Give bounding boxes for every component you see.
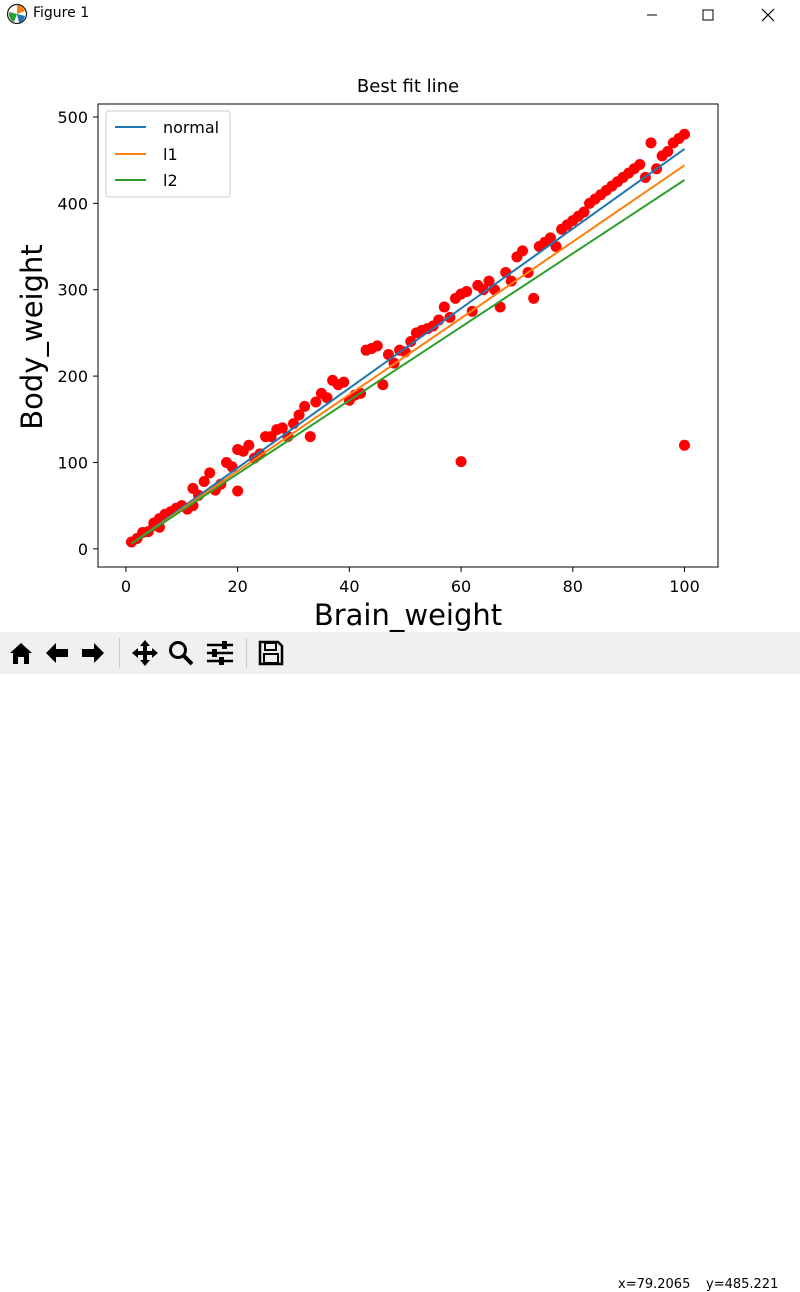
figure-canvas[interactable]: Best fit line 0 20 40 60 80 100 0 100 200 300 400 5… xyxy=(0,30,800,632)
data-point xyxy=(232,485,244,497)
title-bar: Figure 1 xyxy=(0,0,800,30)
save-icon xyxy=(258,640,284,666)
minimize-button[interactable] xyxy=(624,0,680,30)
pan-button[interactable] xyxy=(128,636,162,670)
data-point xyxy=(528,292,540,304)
data-point xyxy=(455,456,467,468)
x-axis-label: Brain_weight xyxy=(314,598,502,632)
back-arrow-icon xyxy=(46,643,68,663)
home-icon xyxy=(10,643,32,664)
data-point xyxy=(678,439,690,451)
minimize-icon xyxy=(647,14,657,16)
data-point xyxy=(544,232,556,244)
x-tick-label: 60 xyxy=(451,577,471,596)
data-point xyxy=(338,376,350,388)
chart-title: Best fit line xyxy=(357,76,459,97)
data-point xyxy=(371,340,383,352)
data-point xyxy=(645,137,657,149)
data-point xyxy=(198,475,210,487)
data-point xyxy=(405,336,417,348)
forward-arrow-icon xyxy=(82,643,104,663)
configure-subplots-icon xyxy=(207,641,233,665)
y-tick-label: 200 xyxy=(57,367,88,386)
maximize-button[interactable] xyxy=(680,0,736,30)
save-button[interactable] xyxy=(254,636,288,670)
back-button[interactable] xyxy=(40,636,74,670)
data-point xyxy=(438,301,450,313)
y-axis-label: Body_weight xyxy=(15,244,49,429)
configure-subplots-button[interactable] xyxy=(203,636,237,670)
pan-icon xyxy=(132,640,158,666)
data-point xyxy=(505,275,517,287)
legend-label-l2: l2 xyxy=(163,171,178,190)
data-point xyxy=(483,275,495,287)
x-tick-label: 20 xyxy=(227,577,247,596)
x-tick-label: 100 xyxy=(669,577,700,596)
data-point xyxy=(377,379,389,391)
x-tick-label: 0 xyxy=(121,577,131,596)
data-point xyxy=(276,422,288,434)
y-tick-label: 500 xyxy=(57,108,88,127)
chart: Best fit line 0 20 40 60 80 100 0 100 200 300 400 5… xyxy=(15,76,719,632)
zoom-button[interactable] xyxy=(164,636,198,670)
data-point xyxy=(299,400,311,412)
legend: normal l1 l2 xyxy=(105,110,231,198)
y-tick-label: 300 xyxy=(57,281,88,300)
data-point xyxy=(494,301,506,313)
data-point xyxy=(293,409,305,421)
data-point xyxy=(678,128,690,140)
fit-line-normal xyxy=(130,148,686,545)
toolbar-separator xyxy=(119,638,120,668)
x-tick-label: 40 xyxy=(339,577,359,596)
data-point xyxy=(477,284,489,296)
legend-label-normal: normal xyxy=(163,118,219,137)
data-point xyxy=(243,439,255,451)
data-point xyxy=(634,158,646,170)
window-title: Figure 1 xyxy=(33,5,90,21)
toolbar-separator xyxy=(246,638,247,668)
close-button[interactable] xyxy=(740,0,796,30)
y-tick-label: 0 xyxy=(78,540,88,559)
maximize-icon xyxy=(702,9,714,21)
y-tick-label: 100 xyxy=(57,453,88,472)
axes-frame xyxy=(97,103,719,568)
data-point xyxy=(204,467,216,479)
cursor-y-readout: y=485.221 xyxy=(706,1277,779,1292)
fit-line-l1 xyxy=(130,164,686,545)
close-icon xyxy=(761,8,775,22)
y-tick-label: 400 xyxy=(57,194,88,213)
data-point xyxy=(321,392,333,404)
data-point xyxy=(226,461,238,473)
home-button[interactable] xyxy=(4,636,38,670)
legend-label-l1: l1 xyxy=(163,145,178,164)
data-point xyxy=(662,146,674,158)
data-point xyxy=(461,285,473,297)
matplotlib-icon xyxy=(6,3,28,25)
zoom-icon xyxy=(169,641,194,666)
navigation-toolbar: x=79.2065 y=485.221 xyxy=(0,632,800,1292)
data-point xyxy=(578,206,590,218)
forward-button[interactable] xyxy=(76,636,110,670)
data-point xyxy=(517,245,529,257)
fit-line-l2 xyxy=(130,179,686,545)
data-point xyxy=(304,431,316,443)
x-tick-label: 80 xyxy=(563,577,583,596)
legend-frame xyxy=(105,110,231,198)
data-point xyxy=(310,396,322,408)
cursor-x-readout: x=79.2065 xyxy=(618,1277,691,1292)
